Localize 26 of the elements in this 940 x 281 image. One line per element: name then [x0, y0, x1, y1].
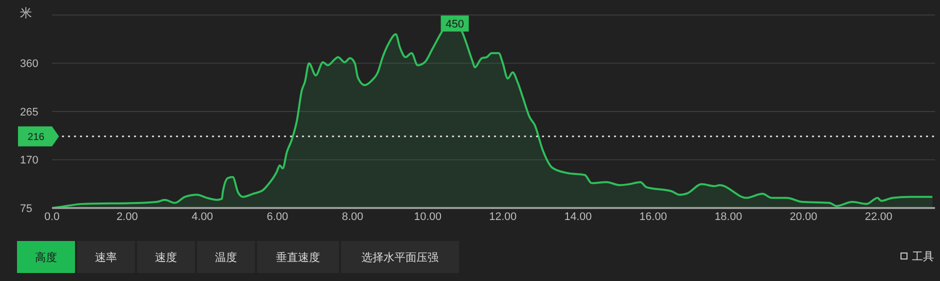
- y-tick-label: 170: [20, 154, 38, 167]
- x-tick-label: 0.0: [44, 211, 60, 223]
- active-button: 高度: [17, 241, 75, 273]
- y-tick-label: 75: [20, 202, 32, 215]
- x-tick-label: 4.00: [192, 211, 214, 223]
- x-tick-label: 18.00: [714, 211, 742, 223]
- button: 温度: [197, 241, 255, 273]
- x-tick-label: 12.00: [489, 211, 517, 223]
- ref-line-label: 216: [28, 132, 45, 143]
- y-axis-title: 米: [20, 6, 32, 20]
- x-tick-label: 6.00: [266, 211, 288, 223]
- y-tick-label: 265: [20, 106, 38, 118]
- x-tick-label: 10.00: [414, 211, 442, 223]
- text: 工具: [912, 250, 934, 263]
- y-tick-label: 360: [20, 58, 38, 70]
- x-tick-label: 20.00: [790, 211, 818, 223]
- button: 选择水平面压强: [341, 241, 459, 273]
- button: 速率: [77, 241, 135, 273]
- x-tick-label: 8.00: [342, 211, 364, 223]
- annotation: 450: [446, 18, 464, 30]
- button: 垂直速度: [257, 241, 339, 273]
- x-tick-label: 2.00: [116, 211, 138, 223]
- button: 速度: [137, 241, 195, 273]
- x-tick-label: 22.00: [864, 211, 892, 223]
- x-tick-label: 14.00: [564, 211, 592, 223]
- x-tick-label: 16.00: [639, 211, 667, 223]
